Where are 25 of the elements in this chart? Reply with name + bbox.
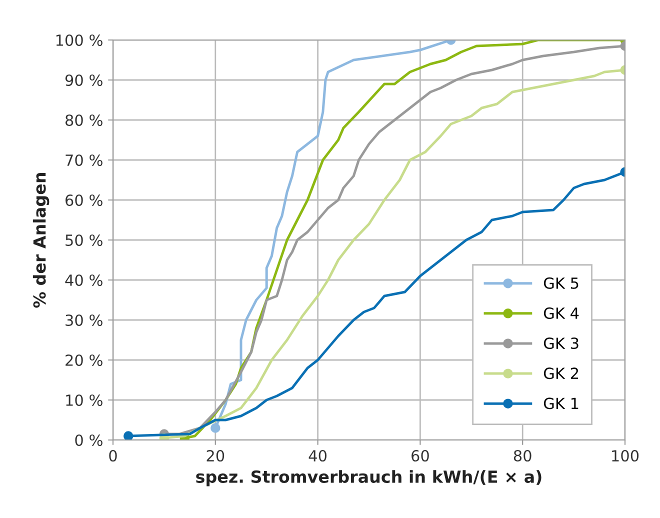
y-tick-label: 0 % bbox=[75, 434, 102, 446]
legend-label: GK 4 bbox=[544, 307, 579, 319]
y-tick-label: 70 % bbox=[66, 154, 102, 166]
legend-label: GK 1 bbox=[544, 398, 578, 410]
y-tick-label: 30 % bbox=[66, 314, 102, 326]
y-tick-label: 90 % bbox=[65, 74, 102, 86]
legend-label: GK 2 bbox=[544, 368, 578, 380]
y-tick-label: 40 % bbox=[65, 274, 102, 286]
y-axis-title: % der Anlagen bbox=[32, 173, 50, 308]
y-tick-label: 50 % bbox=[66, 234, 102, 246]
x-tick-label: 100 bbox=[612, 450, 639, 462]
y-tick-label: 100 % bbox=[56, 34, 102, 46]
x-tick-label: 0 bbox=[109, 450, 117, 462]
y-tick-label: 80 % bbox=[66, 114, 102, 126]
y-tick-label: 10 % bbox=[66, 394, 102, 406]
x-tick-label: 80 bbox=[514, 450, 532, 462]
y-tick-label: 60 % bbox=[66, 194, 102, 206]
x-tick-label: 40 bbox=[308, 450, 327, 462]
x-tick-label: 20 bbox=[206, 450, 224, 462]
x-axis-title: spez. Stromverbrauch in kWh/(E × a) bbox=[196, 470, 542, 486]
y-tick-label: 20 % bbox=[66, 354, 102, 366]
legend-label: GK 3 bbox=[544, 337, 578, 350]
x-tick-label: 60 bbox=[412, 450, 429, 462]
legend-label: GK 5 bbox=[544, 277, 578, 289]
point bbox=[210, 423, 220, 433]
